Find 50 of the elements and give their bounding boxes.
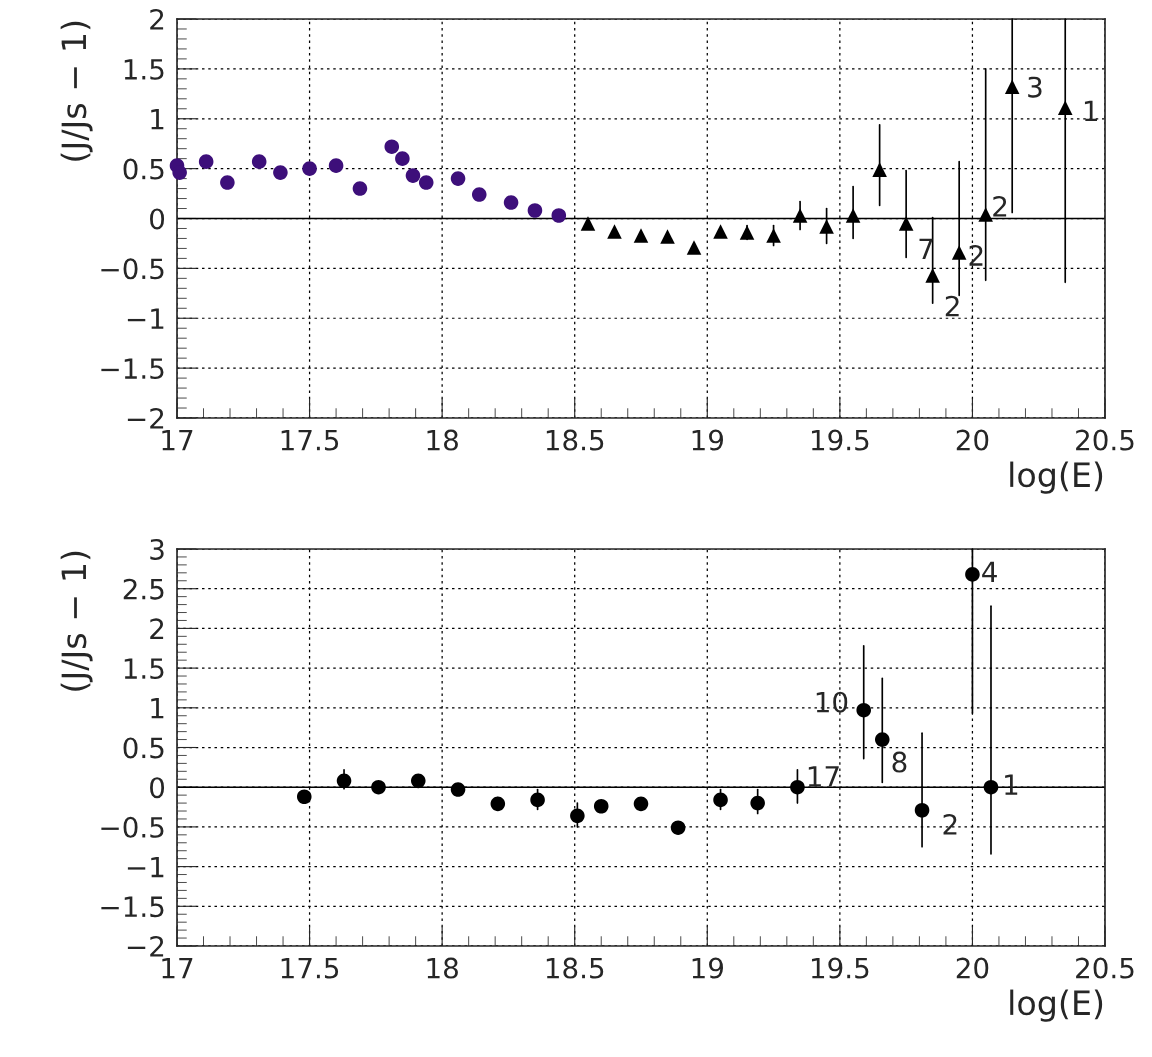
- y-tick-label: 2: [150, 618, 164, 639]
- y-tick-label: −2: [127, 407, 164, 429]
- x-tick-label: 18: [427, 429, 458, 451]
- annotation: 4: [982, 561, 997, 583]
- y-tick-label: 3: [150, 538, 164, 560]
- y-tick-label: −2: [127, 935, 164, 957]
- x-tick-label: 20: [956, 957, 989, 979]
- y-tick-label: −1.5: [101, 358, 164, 380]
- annotation: 2: [943, 813, 957, 835]
- y-tick-label: 0: [150, 777, 165, 799]
- y-tick-label: −1: [127, 308, 164, 329]
- x-tick-label: 17.5: [281, 429, 339, 451]
- x-tick-label: 19: [692, 429, 724, 451]
- x-axis-title: log(E): [1010, 989, 1103, 1022]
- x-tick-label: 20: [956, 429, 989, 451]
- annotation: 2: [945, 295, 959, 317]
- x-tick-label: 19.5: [811, 957, 869, 979]
- y-tick-label: 1: [151, 698, 164, 719]
- y-tick-label: −1: [127, 856, 164, 878]
- y-tick-label: 0.5: [123, 158, 164, 180]
- y-tick-label: 1: [151, 109, 164, 130]
- annotation: 17: [808, 766, 839, 787]
- y-tick-label: −0.5: [101, 816, 164, 838]
- y-tick-label: 0.5: [123, 737, 164, 759]
- y-axis-title: (J/Js − 1): [60, 21, 93, 161]
- x-tick-label: 18.5: [546, 429, 604, 451]
- x-tick-label: 17: [162, 429, 193, 451]
- x-tick-label: 17: [162, 957, 193, 979]
- y-tick-label: 1.5: [124, 59, 164, 80]
- x-tick-label: 17.5: [281, 957, 339, 979]
- x-tick-label: 18.5: [546, 957, 604, 979]
- annotation: 3: [1028, 76, 1042, 98]
- x-tick-label: 18: [427, 957, 458, 979]
- x-axis-title: log(E): [1010, 461, 1103, 494]
- x-tick-label: 19.5: [811, 429, 869, 451]
- annotation: 10: [816, 691, 848, 713]
- x-tick-label: 19: [692, 957, 724, 979]
- y-tick-label: 0: [150, 208, 165, 230]
- x-tick-label: 20.5: [1076, 957, 1134, 979]
- y-tick-label: 1.5: [124, 658, 164, 680]
- annotation: 2: [993, 196, 1007, 217]
- annotation: 1: [1084, 100, 1097, 121]
- y-tick-label: −0.5: [101, 258, 164, 280]
- y-tick-label: 2.5: [123, 578, 164, 600]
- annotation: 2: [969, 245, 983, 266]
- annotation: 8: [892, 751, 907, 773]
- x-tick-label: 20.5: [1076, 429, 1134, 451]
- y-axis-title: (J/Js − 1): [60, 551, 93, 691]
- y-tick-label: −1.5: [101, 896, 164, 918]
- y-tick-label: 2: [150, 8, 164, 30]
